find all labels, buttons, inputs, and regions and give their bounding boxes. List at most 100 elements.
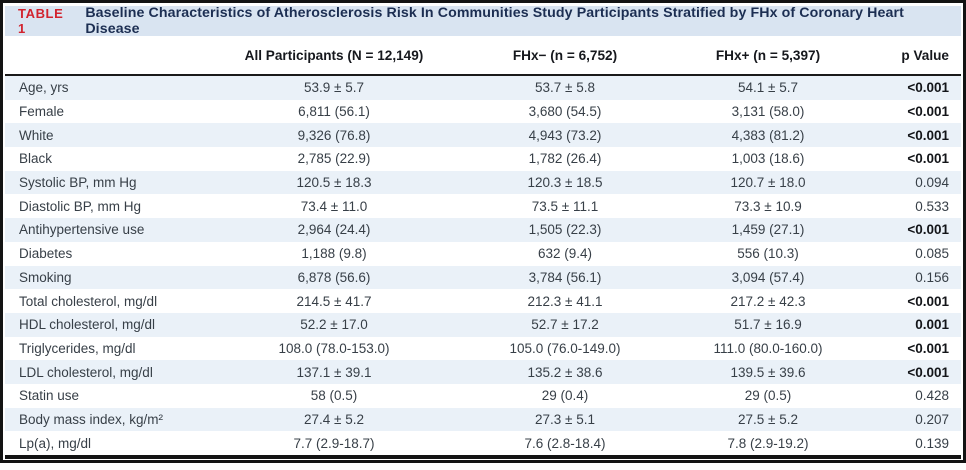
cell-fhx-negative: 1,782 (26.4) [528,151,602,167]
cell-fhx-positive: 1,459 (27.1) [731,222,805,238]
cell-fhx-negative: 52.7 ± 17.2 [531,317,599,333]
table-row: Black 2,785 (22.9) 1,782 (26.4) 1,003 (1… [5,147,961,171]
cell-fhx-positive: 111.0 (80.0-160.0) [713,340,823,356]
cell-fhx-positive: 217.2 ± 42.3 [730,293,806,309]
table-row: LDL cholesterol, mg/dl 137.1 ± 39.1 135.… [5,360,961,384]
row-label: Black [19,151,53,167]
cell-all-participants: 27.4 ± 5.2 [304,411,364,427]
table-row: Diastolic BP, mm Hg 73.4 ± 11.0 73.5 ± 1… [5,194,961,218]
bottom-rule [5,455,961,459]
row-label: Body mass index, kg/m² [19,411,164,427]
cell-all-participants: 2,785 (22.9) [297,151,371,167]
row-label: Triglycerides, mg/dl [19,340,136,356]
cell-fhx-negative: 120.3 ± 18.5 [527,175,603,191]
table-row: Lp(a), mg/dl 7.7 (2.9-18.7) 7.6 (2.8-18.… [5,431,961,455]
cell-all-participants: 1,188 (9.8) [301,246,367,262]
cell-p-value: 0.094 [915,175,949,191]
header-all-participants: All Participants (N = 12,149) [244,47,424,63]
table-row: Statin use 58 (0.5) 29 (0.4) 29 (0.5) 0.… [5,384,961,408]
cell-fhx-positive: 1,003 (18.6) [731,151,805,167]
cell-fhx-positive: 29 (0.5) [744,388,792,404]
table-row: Triglycerides, mg/dl 108.0 (78.0-153.0) … [5,337,961,361]
row-label: HDL cholesterol, mg/dl [19,317,156,333]
cell-fhx-positive: 4,383 (81.2) [731,127,805,143]
cell-fhx-negative: 212.3 ± 41.1 [527,293,603,309]
cell-fhx-positive: 556 (10.3) [737,246,799,262]
header-rule [5,74,961,76]
cell-p-value: <0.001 [907,151,949,167]
cell-fhx-positive: 54.1 ± 5.7 [738,80,798,96]
table-row: Age, yrs 53.9 ± 5.7 53.7 ± 5.8 54.1 ± 5.… [5,76,961,100]
cell-p-value: <0.001 [907,293,949,309]
cell-fhx-positive: 3,094 (57.4) [731,269,805,285]
table-row: Antihypertensive use 2,964 (24.4) 1,505 … [5,218,961,242]
cell-fhx-positive: 51.7 ± 16.9 [734,317,802,333]
row-label: Statin use [19,388,80,404]
cell-all-participants: 52.2 ± 17.0 [300,317,368,333]
cell-all-participants: 2,964 (24.4) [297,222,371,238]
row-label: Total cholesterol, mg/dl [19,293,158,309]
header-p-value: p Value [901,47,949,63]
cell-p-value: <0.001 [907,127,949,143]
table-header-row: All Participants (N = 12,149) FHx− (n = … [5,36,961,74]
header-fhx-positive: FHx+ (n = 5,397) [715,47,821,63]
cell-p-value: 0.207 [915,411,949,427]
row-label: Diastolic BP, mm Hg [19,198,142,214]
cell-fhx-positive: 120.7 ± 18.0 [730,175,806,191]
cell-fhx-negative: 27.3 ± 5.1 [535,411,595,427]
cell-fhx-negative: 7.6 (2.8-18.4) [524,435,606,451]
table-body: Age, yrs 53.9 ± 5.7 53.7 ± 5.8 54.1 ± 5.… [5,76,961,455]
cell-all-participants: 6,878 (56.6) [297,269,371,285]
row-label: Antihypertensive use [19,222,145,238]
table-row: White 9,326 (76.8) 4,943 (73.2) 4,383 (8… [5,123,961,148]
cell-fhx-positive: 7.8 (2.9-19.2) [727,435,809,451]
cell-all-participants: 53.9 ± 5.7 [304,80,364,96]
cell-fhx-positive: 3,131 (58.0) [731,104,805,120]
cell-fhx-positive: 73.3 ± 10.9 [734,198,802,214]
table-row: Female 6,811 (56.1) 3,680 (54.5) 3,131 (… [5,100,961,124]
table-row: Diabetes 1,188 (9.8) 632 (9.4) 556 (10.3… [5,242,961,266]
row-label: LDL cholesterol, mg/dl [19,364,153,380]
cell-p-value: 0.428 [915,388,949,404]
cell-all-participants: 9,326 (76.8) [297,127,371,143]
header-fhx-negative: FHx− (n = 6,752) [512,47,618,63]
table-title: Baseline Characteristics of Atherosclero… [85,5,904,37]
cell-all-participants: 6,811 (56.1) [298,104,370,120]
cell-fhx-negative: 53.7 ± 5.8 [535,80,595,96]
cell-p-value: 0.001 [915,317,949,333]
table-row: Total cholesterol, mg/dl 214.5 ± 41.7 21… [5,289,961,313]
cell-fhx-negative: 29 (0.4) [541,388,589,404]
cell-p-value: <0.001 [907,222,949,238]
cell-all-participants: 7.7 (2.9-18.7) [293,435,375,451]
row-label: Smoking [19,269,72,285]
row-label: Age, yrs [19,80,69,96]
row-label: Lp(a), mg/dl [19,435,92,451]
cell-fhx-negative: 135.2 ± 38.6 [527,364,603,380]
cell-fhx-negative: 632 (9.4) [537,246,593,262]
table-row: Body mass index, kg/m² 27.4 ± 5.2 27.3 ±… [5,407,961,432]
row-label: Female [19,104,65,120]
cell-all-participants: 214.5 ± 41.7 [296,293,372,309]
cell-fhx-negative: 3,680 (54.5) [528,104,602,120]
cell-p-value: 0.156 [915,269,949,285]
table-row: Systolic BP, mm Hg 120.5 ± 18.3 120.3 ± … [5,170,961,195]
cell-p-value: <0.001 [907,364,949,380]
cell-fhx-negative: 4,943 (73.2) [528,127,602,143]
row-label: Systolic BP, mm Hg [19,175,137,191]
table-title-band: TABLE 1 Baseline Characteristics of Athe… [5,5,961,37]
cell-fhx-negative: 105.0 (76.0-149.0) [509,340,621,356]
table-row: Smoking 6,878 (56.6) 3,784 (56.1) 3,094 … [5,265,961,290]
cell-p-value: <0.001 [907,340,949,356]
cell-all-participants: 137.1 ± 39.1 [296,364,372,380]
cell-all-participants: 120.5 ± 18.3 [296,175,372,191]
cell-fhx-positive: 27.5 ± 5.2 [738,411,798,427]
cell-all-participants: 58 (0.5) [310,388,358,404]
row-label: White [19,127,54,143]
cell-fhx-negative: 3,784 (56.1) [528,269,602,285]
cell-p-value: 0.533 [915,198,949,214]
cell-fhx-positive: 139.5 ± 39.6 [730,364,806,380]
cell-p-value: <0.001 [907,104,949,120]
table-row: HDL cholesterol, mg/dl 52.2 ± 17.0 52.7 … [5,312,961,337]
row-label: Diabetes [19,246,73,262]
